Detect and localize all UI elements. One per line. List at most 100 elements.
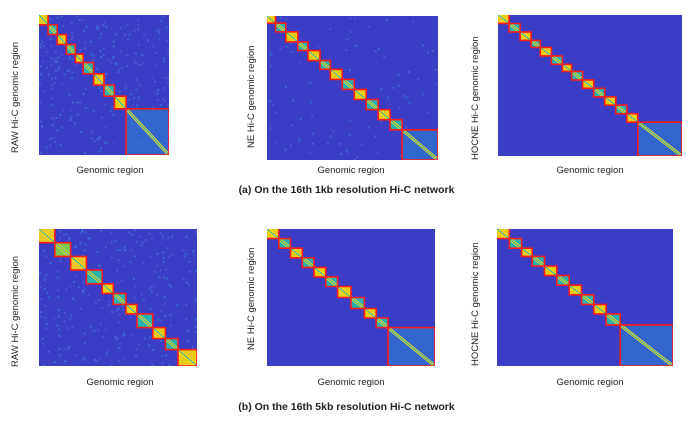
noise-pixel — [187, 340, 190, 342]
noise-pixel — [186, 329, 189, 332]
noise-pixel — [63, 73, 66, 76]
noise-pixel — [51, 124, 54, 127]
noise-pixel — [56, 16, 59, 19]
noise-pixel — [136, 240, 139, 243]
noise-pixel — [66, 327, 69, 330]
noise-pixel — [113, 45, 115, 48]
noise-pixel — [96, 27, 99, 30]
noise-pixel — [155, 52, 158, 54]
noise-pixel — [64, 360, 66, 363]
noise-pixel — [98, 136, 101, 139]
noise-pixel — [164, 100, 166, 103]
noise-pixel — [196, 233, 197, 236]
noise-pixel — [185, 318, 188, 321]
noise-pixel — [154, 63, 157, 66]
noise-pixel — [57, 309, 60, 312]
noise-pixel — [58, 65, 61, 68]
noise-pixel — [163, 303, 166, 306]
noise-pixel — [308, 151, 311, 154]
noise-pixel — [194, 298, 197, 301]
noise-pixel — [92, 110, 95, 113]
noise-pixel — [165, 26, 168, 29]
noise-pixel — [42, 90, 45, 93]
noise-pixel — [405, 126, 407, 129]
noise-pixel — [152, 285, 155, 288]
noise-pixel — [50, 77, 53, 80]
noise-pixel — [107, 59, 110, 62]
noise-pixel — [311, 115, 314, 118]
noise-pixel — [128, 231, 131, 234]
noise-pixel — [113, 55, 115, 58]
noise-pixel — [76, 101, 79, 104]
noise-pixel — [162, 57, 165, 60]
noise-pixel — [184, 253, 187, 256]
noise-pixel — [115, 63, 118, 66]
noise-pixel — [349, 69, 351, 72]
noise-pixel — [135, 62, 138, 65]
noise-pixel — [51, 84, 53, 87]
noise-pixel — [158, 28, 161, 31]
noise-pixel — [39, 83, 41, 86]
noise-pixel — [97, 27, 100, 30]
noise-pixel — [149, 287, 151, 289]
noise-pixel — [126, 23, 129, 26]
noise-pixel — [71, 35, 74, 38]
noise-pixel — [99, 50, 102, 53]
noise-pixel — [65, 233, 68, 236]
caption-a: (a) On the 16th 1kb resolution Hi-C netw… — [238, 184, 455, 196]
noise-pixel — [58, 335, 61, 337]
noise-pixel — [105, 245, 107, 248]
noise-pixel — [165, 268, 167, 271]
noise-pixel — [167, 103, 169, 106]
noise-pixel — [378, 48, 381, 51]
noise-pixel — [149, 307, 152, 310]
noise-pixel — [144, 239, 147, 242]
noise-pixel — [61, 83, 64, 86]
noise-pixel — [165, 277, 168, 280]
tad-boundary-lower — [39, 24, 169, 155]
noise-pixel — [138, 84, 141, 86]
noise-pixel — [40, 120, 43, 123]
noise-pixel — [329, 28, 332, 31]
noise-pixel — [69, 109, 72, 112]
noise-pixel — [356, 156, 359, 158]
noise-pixel — [161, 355, 164, 357]
heatmap — [267, 229, 435, 366]
noise-pixel — [108, 300, 111, 303]
noise-pixel — [354, 45, 357, 47]
noise-pixel — [269, 127, 272, 130]
noise-pixel — [422, 93, 425, 96]
noise-pixel — [103, 22, 106, 25]
noise-pixel — [121, 305, 124, 308]
noise-pixel — [112, 40, 115, 43]
tad-boundary-upper — [277, 229, 435, 366]
noise-pixel — [62, 233, 65, 236]
noise-pixel — [45, 146, 48, 149]
noise-pixel — [403, 94, 406, 97]
noise-pixel — [185, 303, 188, 306]
noise-pixel — [137, 28, 140, 31]
noise-pixel — [163, 87, 166, 89]
noise-pixel — [90, 52, 93, 55]
noise-pixel — [83, 29, 86, 32]
diagonal-core — [498, 15, 682, 156]
noise-pixel — [133, 255, 136, 258]
noise-pixel — [275, 112, 278, 115]
y-axis-label: NE Hi-C genomic region — [246, 247, 257, 350]
noise-pixel — [96, 67, 99, 70]
noise-pixel — [159, 269, 162, 272]
noise-pixel — [79, 242, 82, 245]
noise-pixel — [53, 81, 56, 84]
noise-pixel — [110, 364, 113, 366]
noise-pixel — [195, 325, 197, 328]
noise-pixel — [135, 78, 138, 81]
noise-pixel — [118, 347, 121, 350]
noise-pixel — [192, 346, 195, 349]
noise-pixel — [158, 31, 160, 34]
noise-pixel — [133, 29, 136, 32]
noise-pixel — [163, 295, 166, 298]
noise-pixel — [68, 69, 70, 72]
noise-pixel — [347, 152, 350, 155]
noise-pixel — [105, 26, 108, 28]
noise-pixel — [40, 315, 43, 318]
